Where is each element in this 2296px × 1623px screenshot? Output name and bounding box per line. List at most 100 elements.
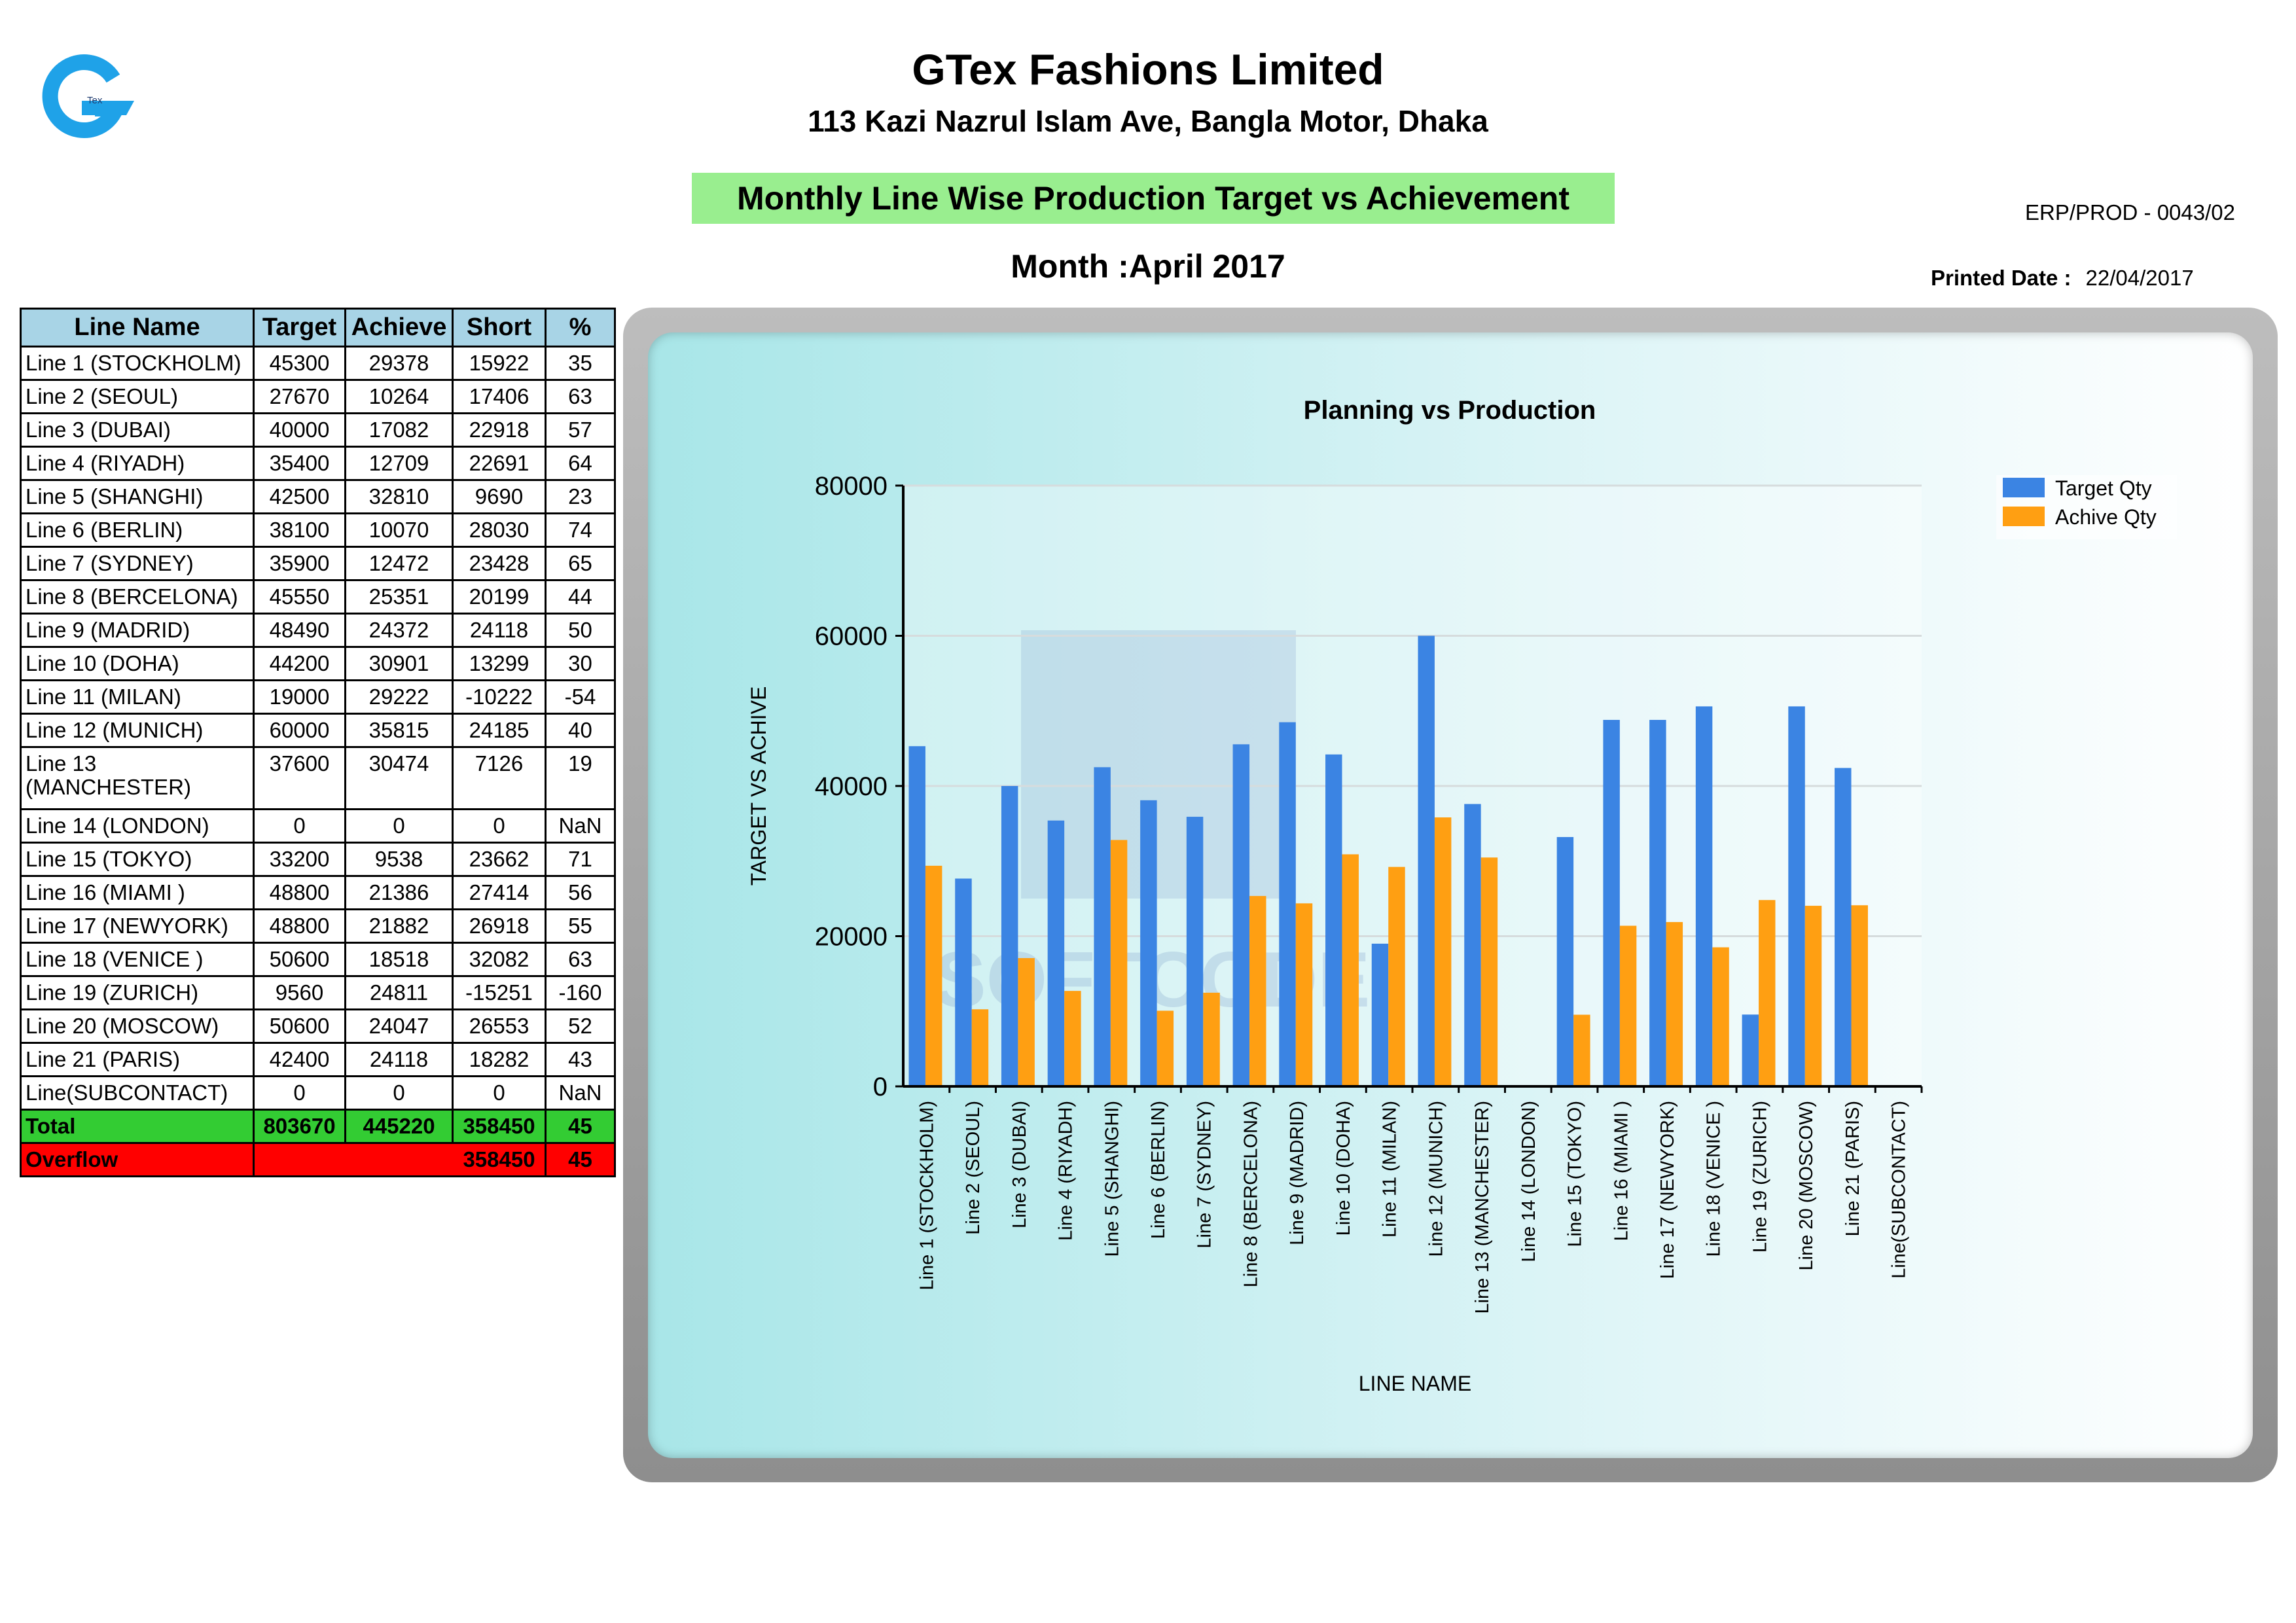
cell-short: 15922: [452, 346, 547, 381]
month-label: Month :April 2017: [1011, 248, 1285, 285]
cell-pct: 65: [545, 546, 616, 581]
cell-achieve: 10070: [344, 512, 454, 548]
cell-line-name: Line 14 (LONDON): [20, 808, 255, 844]
table-overflow-row: Overflow 358450 45: [20, 1142, 616, 1177]
target-bar: [1418, 635, 1435, 1086]
target-bar: [1695, 706, 1713, 1086]
cell-short: 17406: [452, 379, 547, 414]
achieve-bar: [1295, 903, 1313, 1086]
table-row: Line 8 (BERCELONA) 45550 25351 20199 44: [20, 579, 616, 615]
cell-short: 28030: [452, 512, 547, 548]
cell-pct: 63: [545, 379, 616, 414]
col-header-line-name: Line Name: [20, 308, 255, 348]
cell-achieve: 29222: [344, 679, 454, 715]
cell-target: 35400: [253, 446, 346, 481]
target-bar: [1186, 817, 1204, 1086]
y-tick-label: 80000: [815, 472, 888, 501]
x-tick-label: Line 18 (VENICE ): [1704, 1101, 1725, 1257]
cell-short: 26918: [452, 908, 547, 944]
x-tick-label: Line 21 (PARIS): [1842, 1101, 1863, 1236]
cell-line-name: Line 5 (SHANGHI): [20, 479, 255, 514]
cell-line-name: Line 8 (BERCELONA): [20, 579, 255, 615]
table-row: Line 20 (MOSCOW) 50600 24047 26553 52: [20, 1008, 616, 1044]
cell-short: 32082: [452, 942, 547, 977]
achieve-bar: [1759, 900, 1776, 1086]
cell-short: 27414: [452, 875, 547, 910]
overflow-short: 358450: [452, 1142, 547, 1177]
achieve-bar: [1110, 840, 1128, 1086]
table-row: Line 9 (MADRID) 48490 24372 24118 50: [20, 613, 616, 648]
cell-line-name: Line 4 (RIYADH): [20, 446, 255, 481]
table-header-row: Line Name Target Achieve Short %: [20, 308, 616, 348]
cell-target: 42400: [253, 1042, 346, 1077]
target-bar: [1649, 720, 1666, 1086]
cell-line-name: Line 7 (SYDNEY): [20, 546, 255, 581]
document-code: ERP/PROD - 0043/02: [2025, 200, 2235, 224]
cell-pct: 23: [545, 479, 616, 514]
x-tick-label: Line 12 (MUNICH): [1426, 1101, 1446, 1257]
x-tick-label: Line 11 (MILAN): [1380, 1101, 1401, 1238]
cell-pct: 19: [545, 746, 616, 810]
cell-short: 13299: [452, 646, 547, 681]
cell-line-name: Line 13 (MANCHESTER): [20, 746, 255, 810]
chart-title: Planning vs Production: [1304, 396, 1596, 425]
cell-target: 37600: [253, 746, 346, 810]
cell-pct: 52: [545, 1008, 616, 1044]
achieve-bar: [1804, 906, 1822, 1086]
cell-line-name: Line 2 (SEOUL): [20, 379, 255, 414]
cell-line-name: Line(SUBCONTACT): [20, 1075, 255, 1111]
cell-pct: 43: [545, 1042, 616, 1077]
target-bar: [955, 878, 972, 1086]
y-axis-title: TARGET VS ACHIVE: [747, 687, 770, 886]
achieve-bar: [971, 1009, 989, 1086]
cell-target: 48800: [253, 908, 346, 944]
watermark-mark: [1021, 630, 1296, 899]
cell-target: 48800: [253, 875, 346, 910]
x-tick-label: Line 17 (NEWYORK): [1657, 1101, 1678, 1279]
overflow-pct: 45: [545, 1142, 616, 1177]
cell-short: 24118: [452, 613, 547, 648]
cell-pct: NaN: [545, 808, 616, 844]
printed-date-label: Printed Date :: [1931, 266, 2072, 290]
target-bar: [1094, 767, 1111, 1086]
table-total-row: Total 803670 445220 358450 45: [20, 1109, 616, 1144]
cell-short: 22691: [452, 446, 547, 481]
cell-pct: -160: [545, 975, 616, 1010]
cell-achieve: 0: [344, 808, 454, 844]
achieve-bar: [1851, 905, 1868, 1086]
table-row: Line 12 (MUNICH) 60000 35815 24185 40: [20, 713, 616, 748]
table-row: Line 7 (SYDNEY) 35900 12472 23428 65: [20, 546, 616, 581]
cell-line-name: Line 10 (DOHA): [20, 646, 255, 681]
line-production-table: Line Name Target Achieve Short % Line 1 …: [20, 308, 616, 1177]
table-row: Line 18 (VENICE ) 50600 18518 32082 63: [20, 942, 616, 977]
cell-target: 50600: [253, 942, 346, 977]
cell-target: 44200: [253, 646, 346, 681]
cell-target: 50600: [253, 1008, 346, 1044]
y-tick-label: 40000: [815, 772, 888, 801]
cell-achieve: 10264: [344, 379, 454, 414]
table-row: Line 1 (STOCKHOLM) 45300 29378 15922 35: [20, 346, 616, 381]
target-bar: [1279, 722, 1296, 1086]
cell-achieve: 30474: [344, 746, 454, 810]
achieve-bar: [1064, 991, 1081, 1086]
cell-line-name: Line 12 (MUNICH): [20, 713, 255, 748]
cell-target: 42500: [253, 479, 346, 514]
table-row: Line 15 (TOKYO) 33200 9538 23662 71: [20, 842, 616, 877]
achieve-bar: [1249, 896, 1266, 1086]
cell-target: 0: [253, 1075, 346, 1111]
cell-achieve: 24047: [344, 1008, 454, 1044]
x-tick-label: Line(SUBCONTACT): [1889, 1101, 1910, 1279]
overflow-blank: [253, 1142, 454, 1177]
cell-short: 0: [452, 808, 547, 844]
achieve-bar: [1619, 925, 1637, 1086]
target-bar: [1742, 1014, 1759, 1086]
x-tick-label: Line 13 (MANCHESTER): [1472, 1101, 1493, 1314]
cell-short: 23428: [452, 546, 547, 581]
target-bar: [1835, 768, 1852, 1086]
cell-achieve: 18518: [344, 942, 454, 977]
cell-target: 45300: [253, 346, 346, 381]
cell-achieve: 25351: [344, 579, 454, 615]
company-logo: Tex: [42, 54, 134, 138]
table-row: Line 19 (ZURICH) 9560 24811 -15251 -160: [20, 975, 616, 1010]
cell-pct: 50: [545, 613, 616, 648]
